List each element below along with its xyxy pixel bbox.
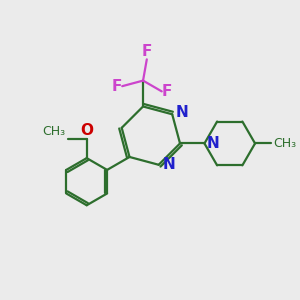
Text: F: F xyxy=(162,84,172,99)
Text: N: N xyxy=(207,136,220,151)
Text: N: N xyxy=(162,157,175,172)
Text: CH₃: CH₃ xyxy=(43,125,66,138)
Text: CH₃: CH₃ xyxy=(273,137,296,150)
Text: O: O xyxy=(80,123,93,138)
Text: N: N xyxy=(176,105,188,120)
Text: F: F xyxy=(112,79,122,94)
Text: F: F xyxy=(142,44,152,59)
